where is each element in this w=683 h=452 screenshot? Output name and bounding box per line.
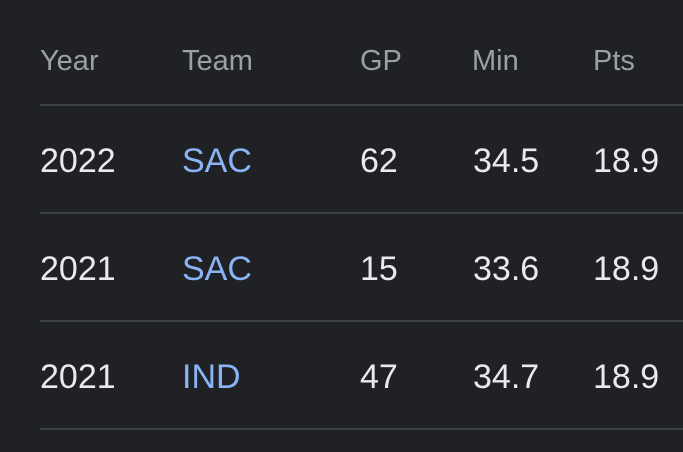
- header-games-played: GP: [360, 45, 402, 77]
- cell-minutes: 33.6: [473, 250, 540, 288]
- table-row: 2021 IND 47 34.7 18.9: [40, 322, 683, 430]
- table-header-row: Year Team GP Min Pts: [40, 0, 683, 106]
- header-points: Pts: [593, 45, 635, 77]
- table-row: 2021 SAC 15 33.6 18.9: [40, 214, 683, 322]
- cell-year: 2022: [40, 142, 116, 180]
- cell-year: 2021: [40, 250, 116, 288]
- cell-points: 18.9: [593, 250, 660, 288]
- table-row: 2022 SAC 62 34.5 18.9: [40, 106, 683, 214]
- team-link[interactable]: IND: [182, 358, 241, 396]
- cell-games-played: 62: [360, 142, 398, 180]
- cell-minutes: 34.7: [473, 358, 540, 396]
- cell-minutes: 34.5: [473, 142, 540, 180]
- header-year: Year: [40, 45, 99, 77]
- cell-games-played: 15: [360, 250, 398, 288]
- player-stats-table: Year Team GP Min Pts 2022 SAC 62 34.5 18…: [40, 0, 683, 430]
- team-link[interactable]: SAC: [182, 250, 252, 288]
- team-link[interactable]: SAC: [182, 142, 252, 180]
- cell-games-played: 47: [360, 358, 398, 396]
- header-team: Team: [182, 45, 253, 77]
- cell-year: 2021: [40, 358, 116, 396]
- cell-points: 18.9: [593, 358, 660, 396]
- cell-points: 18.9: [593, 142, 660, 180]
- header-minutes: Min: [472, 45, 519, 77]
